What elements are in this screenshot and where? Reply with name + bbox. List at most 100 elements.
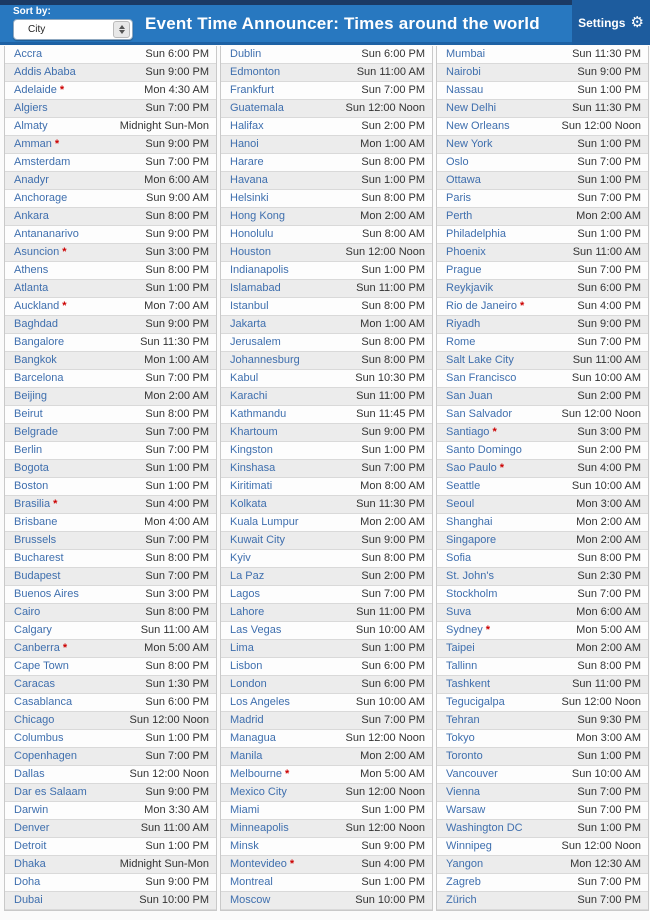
- city-link[interactable]: Calgary: [14, 624, 52, 636]
- city-link[interactable]: Cairo: [14, 606, 41, 618]
- city-link[interactable]: Montreal: [230, 876, 273, 888]
- city-link[interactable]: Sydney *: [446, 624, 490, 636]
- city-link[interactable]: Salt Lake City: [446, 354, 514, 366]
- city-link[interactable]: Minsk: [230, 840, 259, 852]
- city-link[interactable]: Guatemala: [230, 102, 284, 114]
- city-link[interactable]: Honolulu: [230, 228, 274, 240]
- city-link[interactable]: Zagreb: [446, 876, 481, 888]
- city-link[interactable]: Taipei: [446, 642, 475, 654]
- city-link[interactable]: Atlanta: [14, 282, 49, 294]
- city-link[interactable]: Anchorage: [14, 192, 68, 204]
- city-link[interactable]: Algiers: [14, 102, 48, 114]
- city-link[interactable]: Brisbane: [14, 516, 58, 528]
- city-link[interactable]: Karachi: [230, 390, 268, 402]
- city-link[interactable]: Berlin: [14, 444, 43, 456]
- city-link[interactable]: Las Vegas: [230, 624, 282, 636]
- city-link[interactable]: Doha: [14, 876, 41, 888]
- city-link[interactable]: Jerusalem: [230, 336, 281, 348]
- city-link[interactable]: Kiritimati: [230, 480, 273, 492]
- city-link[interactable]: Bangalore: [14, 336, 65, 348]
- city-link[interactable]: Casablanca: [14, 696, 73, 708]
- city-link[interactable]: Rome: [446, 336, 476, 348]
- city-link[interactable]: Lisbon: [230, 660, 263, 672]
- city-link[interactable]: Bucharest: [14, 552, 64, 564]
- city-link[interactable]: Prague: [446, 264, 482, 276]
- city-link[interactable]: New Orleans: [446, 120, 510, 132]
- city-link[interactable]: Kinshasa: [230, 462, 276, 474]
- city-link[interactable]: Ottawa: [446, 174, 481, 186]
- city-link[interactable]: Suva: [446, 606, 472, 618]
- city-link[interactable]: Miami: [230, 804, 260, 816]
- city-link[interactable]: Chicago: [14, 714, 55, 726]
- city-link[interactable]: Kingston: [230, 444, 273, 456]
- city-link[interactable]: Shanghai: [446, 516, 493, 528]
- city-link[interactable]: Toronto: [446, 750, 483, 762]
- city-link[interactable]: Belgrade: [14, 426, 59, 438]
- city-link[interactable]: Hanoi: [230, 138, 259, 150]
- city-link[interactable]: Managua: [230, 732, 276, 744]
- city-link[interactable]: Brussels: [14, 534, 57, 546]
- city-link[interactable]: Tehran: [446, 714, 480, 726]
- city-link[interactable]: Kabul: [230, 372, 259, 384]
- city-link[interactable]: Almaty: [14, 120, 48, 132]
- city-link[interactable]: Caracas: [14, 678, 55, 690]
- city-link[interactable]: Vienna: [446, 786, 481, 798]
- city-link[interactable]: Mexico City: [230, 786, 287, 798]
- city-link[interactable]: Havana: [230, 174, 268, 186]
- city-link[interactable]: Warsaw: [446, 804, 486, 816]
- city-link[interactable]: Columbus: [14, 732, 64, 744]
- city-link[interactable]: Lima: [230, 642, 254, 654]
- city-link[interactable]: Mumbai: [446, 48, 486, 60]
- city-link[interactable]: Islamabad: [230, 282, 281, 294]
- city-link[interactable]: Riyadh: [446, 318, 481, 330]
- city-link[interactable]: Dallas: [14, 768, 45, 780]
- city-link[interactable]: Madrid: [230, 714, 264, 726]
- city-link[interactable]: Nassau: [446, 84, 484, 96]
- city-link[interactable]: Anadyr: [14, 174, 49, 186]
- city-link[interactable]: Washington DC: [446, 822, 523, 834]
- city-link[interactable]: Vancouver: [446, 768, 498, 780]
- city-link[interactable]: Nairobi: [446, 66, 481, 78]
- city-link[interactable]: Antananarivo: [14, 228, 79, 240]
- city-link[interactable]: Sofia: [446, 552, 472, 564]
- city-link[interactable]: Dubai: [14, 894, 43, 906]
- city-link[interactable]: Khartoum: [230, 426, 278, 438]
- city-link[interactable]: Singapore: [446, 534, 497, 546]
- city-link[interactable]: Cape Town: [14, 660, 69, 672]
- city-link[interactable]: Rio de Janeiro *: [446, 300, 525, 312]
- city-link[interactable]: San Salvador: [446, 408, 513, 420]
- city-link[interactable]: New Delhi: [446, 102, 497, 114]
- city-link[interactable]: Kathmandu: [230, 408, 287, 420]
- city-link[interactable]: Kuwait City: [230, 534, 286, 546]
- city-link[interactable]: St. John's: [446, 570, 494, 582]
- city-link[interactable]: Santiago *: [446, 426, 497, 438]
- city-link[interactable]: Santo Domingo: [446, 444, 522, 456]
- city-link[interactable]: Beijing: [14, 390, 48, 402]
- city-link[interactable]: Canberra *: [14, 642, 68, 654]
- city-link[interactable]: Auckland *: [14, 300, 67, 312]
- city-link[interactable]: La Paz: [230, 570, 265, 582]
- settings-button[interactable]: Settings ⚙: [572, 0, 650, 45]
- sort-by-select[interactable]: City: [13, 19, 133, 40]
- city-link[interactable]: San Juan: [446, 390, 493, 402]
- city-link[interactable]: Tokyo: [446, 732, 475, 744]
- city-link[interactable]: Seoul: [446, 498, 475, 510]
- city-link[interactable]: Kyiv: [230, 552, 251, 564]
- city-link[interactable]: Dublin: [230, 48, 262, 60]
- city-link[interactable]: Kolkata: [230, 498, 267, 510]
- city-link[interactable]: Budapest: [14, 570, 61, 582]
- city-link[interactable]: Darwin: [14, 804, 49, 816]
- city-link[interactable]: Amman *: [14, 138, 60, 150]
- city-link[interactable]: Dhaka: [14, 858, 46, 870]
- city-link[interactable]: Helsinki: [230, 192, 269, 204]
- city-link[interactable]: Tegucigalpa: [446, 696, 505, 708]
- city-link[interactable]: New York: [446, 138, 493, 150]
- city-link[interactable]: Brasilia *: [14, 498, 58, 510]
- city-link[interactable]: Addis Ababa: [14, 66, 76, 78]
- city-link[interactable]: Edmonton: [230, 66, 281, 78]
- city-link[interactable]: Kuala Lumpur: [230, 516, 299, 528]
- city-link[interactable]: Indianapolis: [230, 264, 289, 276]
- city-link[interactable]: Istanbul: [230, 300, 269, 312]
- city-link[interactable]: Perth: [446, 210, 473, 222]
- city-link[interactable]: Sao Paulo *: [446, 462, 505, 474]
